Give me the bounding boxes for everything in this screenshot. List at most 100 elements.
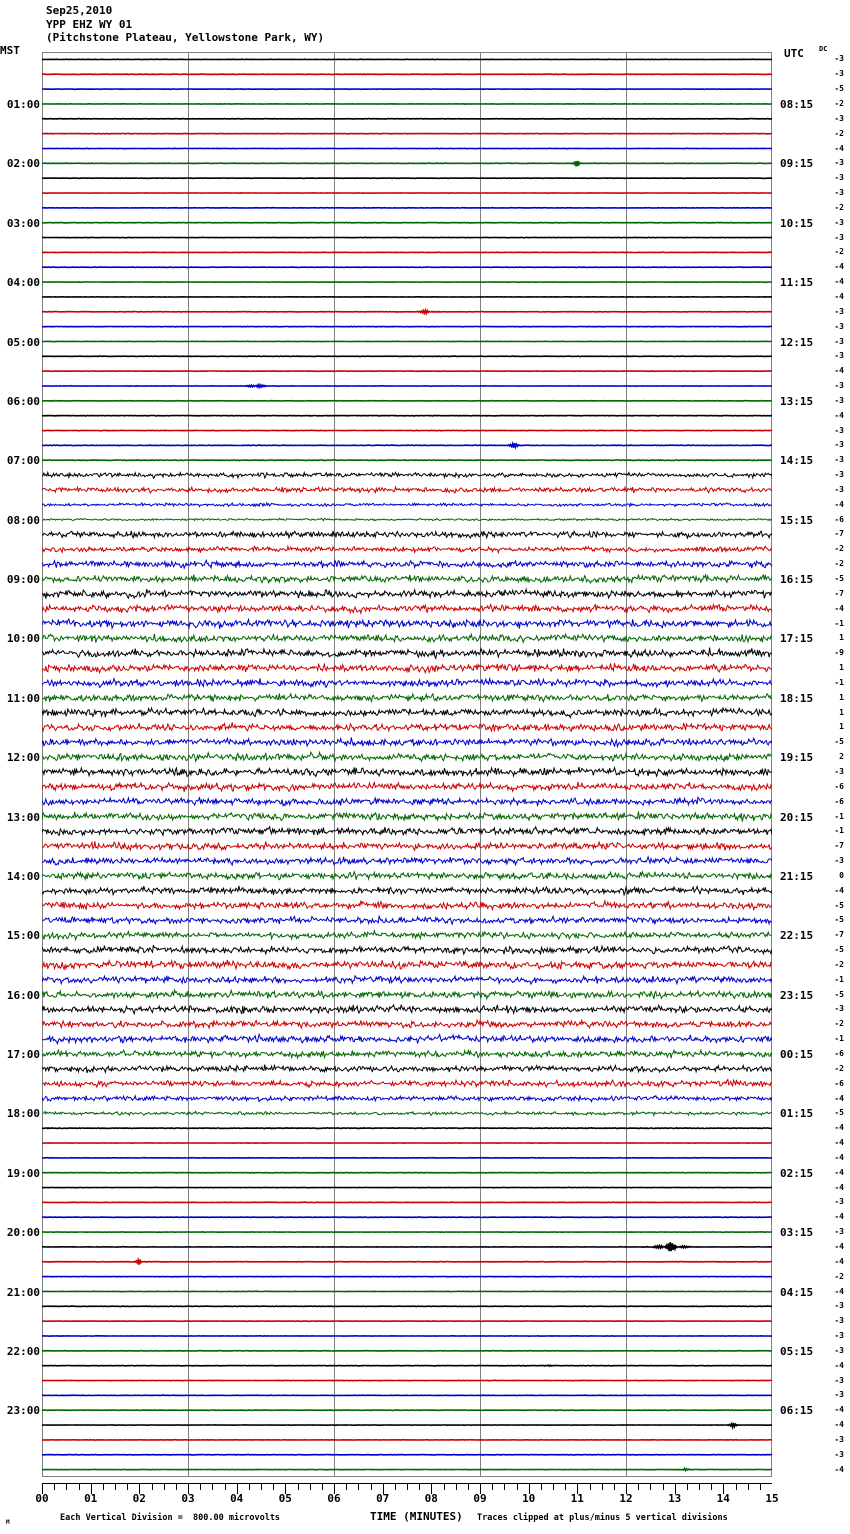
dc-value: -2 bbox=[834, 202, 844, 212]
dc-value: -7 bbox=[834, 930, 844, 940]
dc-value: -3 bbox=[834, 113, 844, 123]
dc-value: -3 bbox=[834, 484, 844, 494]
dc-value: -4 bbox=[834, 885, 844, 895]
x-axis-ticks bbox=[42, 1480, 773, 1494]
dc-value: -3 bbox=[834, 232, 844, 242]
dc-value: -3 bbox=[834, 1197, 844, 1207]
plot-header: Sep25,2010 YPP EHZ WY 01 (Pitchstone Pla… bbox=[46, 4, 324, 45]
dc-value: 1 bbox=[839, 692, 844, 702]
x-tick-label: 09 bbox=[473, 1492, 487, 1505]
dc-value: -5 bbox=[834, 915, 844, 925]
x-tick-label: 13 bbox=[668, 1492, 682, 1505]
dc-value: -1 bbox=[834, 811, 844, 821]
mst-time-label: 02:00 bbox=[6, 157, 40, 171]
dc-value: -3 bbox=[834, 336, 844, 346]
dc-value: -3 bbox=[834, 1331, 844, 1340]
utc-time-label: 03:15 bbox=[780, 1226, 814, 1240]
dc-value: -3 bbox=[834, 306, 844, 316]
dc-value: -3 bbox=[834, 351, 844, 361]
dc-value: -2 bbox=[834, 544, 844, 554]
dc-value: 1 bbox=[839, 722, 844, 732]
dc-value: -4 bbox=[834, 1464, 844, 1474]
dc-value: -4 bbox=[834, 1152, 844, 1162]
dc-value: -4 bbox=[834, 1241, 844, 1251]
dc-value: -4 bbox=[834, 1286, 844, 1296]
utc-time-label: 02:15 bbox=[780, 1166, 814, 1180]
dc-value: -2 bbox=[834, 1271, 844, 1281]
x-tick-label: 11 bbox=[570, 1492, 584, 1505]
utc-time-label: 06:15 bbox=[780, 1404, 814, 1418]
mst-time-label: 22:00 bbox=[6, 1344, 40, 1358]
mst-time-label: 09:00 bbox=[6, 573, 40, 586]
x-tick-label: 05 bbox=[278, 1492, 292, 1505]
utc-time-label: 01:15 bbox=[780, 1107, 814, 1121]
footer-clip-note: Traces clipped at plus/minus 5 vertical … bbox=[477, 1513, 728, 1523]
dc-value: -3 bbox=[834, 1227, 844, 1237]
x-tick-label: 12 bbox=[619, 1492, 633, 1505]
x-tick-label: 03 bbox=[181, 1492, 195, 1505]
x-tick-label: 15 bbox=[765, 1492, 779, 1505]
dc-value: -3 bbox=[834, 470, 844, 479]
dc-value: -3 bbox=[834, 54, 844, 64]
dc-value: -4 bbox=[834, 262, 844, 272]
mst-time-label: 13:00 bbox=[6, 810, 40, 824]
footer-scale-note: Each Vertical Division = 800.00 microvol… bbox=[60, 1513, 281, 1523]
utc-time-label: 09:15 bbox=[780, 157, 814, 171]
x-tick-label: 14 bbox=[716, 1492, 730, 1505]
mst-time-label: 12:00 bbox=[6, 751, 40, 765]
dc-value: 1 bbox=[839, 633, 844, 643]
dc-value: 1 bbox=[839, 663, 844, 672]
x-tick-label: 02 bbox=[132, 1492, 146, 1505]
utc-time-label: 12:15 bbox=[780, 335, 814, 349]
dc-value: -7 bbox=[834, 588, 844, 598]
dc-value: 2 bbox=[839, 752, 844, 762]
dc-value: -3 bbox=[834, 395, 844, 405]
utc-time-label: 14:15 bbox=[780, 454, 814, 468]
dc-value: -7 bbox=[834, 529, 844, 539]
dc-value: -5 bbox=[834, 1108, 844, 1118]
dc-value: -2 bbox=[834, 1019, 844, 1029]
dc-value: -4 bbox=[834, 1123, 844, 1133]
mst-time-label: 04:00 bbox=[6, 276, 40, 290]
mst-time-label: 01:00 bbox=[6, 98, 40, 111]
mst-time-label: 17:00 bbox=[6, 1048, 40, 1061]
dc-value: -2 bbox=[834, 99, 844, 108]
dc-value: -3 bbox=[834, 1345, 844, 1355]
utc-time-label: 16:15 bbox=[780, 573, 814, 586]
dc-value: -5 bbox=[834, 900, 844, 910]
dc-value: -4 bbox=[834, 1405, 844, 1415]
dc-value: -3 bbox=[834, 440, 844, 450]
dc-value: -3 bbox=[834, 69, 844, 79]
mst-time-label: 05:00 bbox=[6, 335, 40, 349]
utc-time-label: 08:15 bbox=[780, 98, 814, 111]
dc-value: -2 bbox=[834, 247, 844, 257]
dc-value: -1 bbox=[834, 618, 844, 628]
dc-value: -3 bbox=[834, 1390, 844, 1400]
dc-value: -4 bbox=[834, 603, 844, 613]
x-tick-label: 07 bbox=[376, 1492, 390, 1505]
mst-time-label: 19:00 bbox=[6, 1166, 40, 1180]
dc-value: -3 bbox=[834, 856, 844, 865]
dc-value: -2 bbox=[834, 959, 844, 969]
utc-time-label: 17:15 bbox=[780, 632, 814, 646]
left-timezone-label: MST bbox=[0, 44, 20, 57]
dc-value: -4 bbox=[834, 410, 844, 420]
dc-value: -4 bbox=[834, 1167, 844, 1177]
dc-value: -4 bbox=[834, 1093, 844, 1103]
mst-time-label: 21:00 bbox=[6, 1285, 40, 1299]
dc-value: -5 bbox=[834, 84, 844, 94]
dc-value: -5 bbox=[834, 945, 844, 954]
dc-value: -3 bbox=[834, 1301, 844, 1311]
x-axis-title: TIME (MINUTES) bbox=[370, 1510, 463, 1523]
x-tick-label: 08 bbox=[424, 1492, 438, 1505]
dc-value: -6 bbox=[834, 1078, 844, 1088]
mst-time-label: 10:00 bbox=[6, 632, 40, 646]
dc-value: -4 bbox=[834, 1420, 844, 1429]
dc-value: -3 bbox=[834, 217, 844, 227]
right-timezone-label: UTC bbox=[784, 47, 804, 60]
x-tick-label: 06 bbox=[327, 1492, 341, 1505]
dc-value: -4 bbox=[834, 1212, 844, 1222]
dc-value: -3 bbox=[834, 455, 844, 465]
utc-time-label: 18:15 bbox=[780, 691, 814, 705]
